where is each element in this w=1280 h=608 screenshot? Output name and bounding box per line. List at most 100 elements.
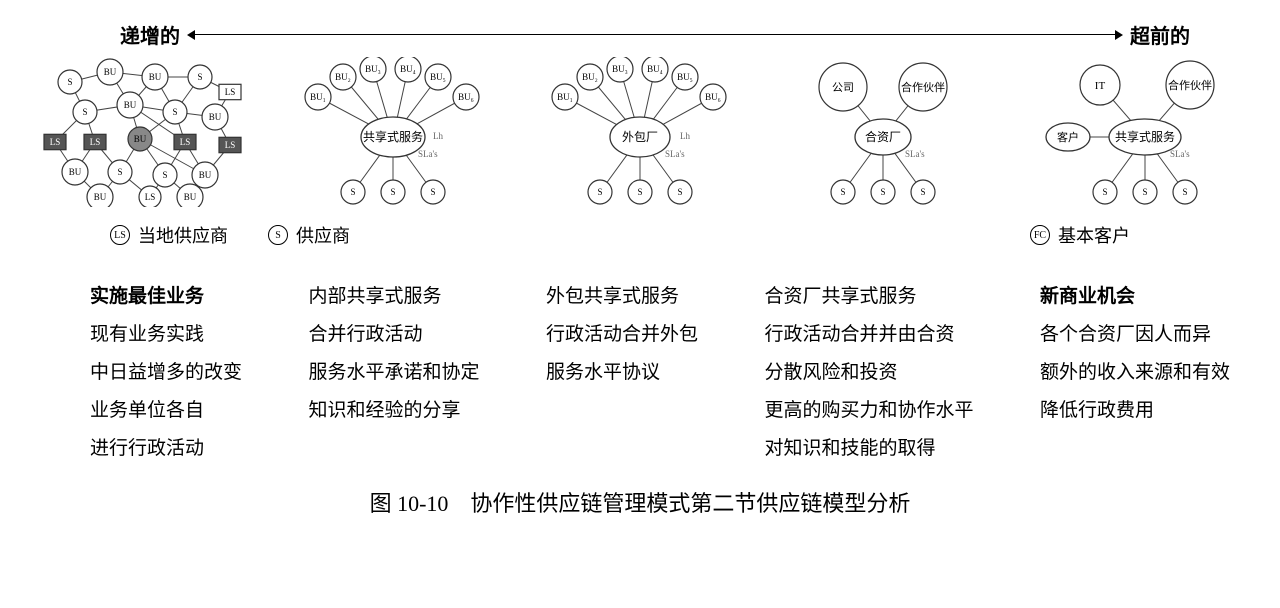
legend-row: LS 当地供应商 S 供应商 FC 基本客户 xyxy=(30,212,1250,268)
legend-ls-icon: LS xyxy=(110,225,130,245)
svg-text:S: S xyxy=(390,187,395,197)
svg-text:S: S xyxy=(67,77,72,87)
svg-text:公司: 公司 xyxy=(832,82,854,94)
svg-text:S: S xyxy=(597,187,602,197)
svg-text:S: S xyxy=(880,187,885,197)
column-line: 业务单位各自 xyxy=(90,392,242,430)
svg-text:共享式服务: 共享式服务 xyxy=(1115,129,1175,144)
svg-text:BU: BU xyxy=(104,67,117,77)
svg-text:Lh: Lh xyxy=(680,131,690,141)
spectrum-right-label: 超前的 xyxy=(1130,20,1190,49)
columns-row: 实施最佳业务现有业务实践中日益增多的改变业务单位各自进行行政活动内部共享式服务合… xyxy=(30,268,1250,468)
svg-text:S: S xyxy=(1142,187,1147,197)
column-line: 服务水平协议 xyxy=(546,354,698,392)
text-column-0: 实施最佳业务现有业务实践中日益增多的改变业务单位各自进行行政活动 xyxy=(90,278,242,468)
column-line: 分散风险和投资 xyxy=(764,354,973,392)
legend-item-s: S 供应商 xyxy=(268,222,350,248)
svg-text:S: S xyxy=(1182,187,1187,197)
svg-text:合作伙伴: 合作伙伴 xyxy=(901,80,945,94)
svg-text:LS: LS xyxy=(90,137,101,147)
spectrum-left-label: 递增的 xyxy=(120,20,180,49)
svg-text:S: S xyxy=(677,187,682,197)
column-line: 对知识和技能的取得 xyxy=(764,430,973,468)
column-line: 行政活动合并外包 xyxy=(546,316,698,354)
column-line: 更高的购买力和协作水平 xyxy=(764,392,973,430)
svg-text:BU: BU xyxy=(69,167,82,177)
legend-fc-label: 基本客户 xyxy=(1058,222,1130,248)
svg-text:S: S xyxy=(430,187,435,197)
legend-s-icon: S xyxy=(268,225,288,245)
svg-text:LS: LS xyxy=(180,137,191,147)
svg-text:BU₁: BU₁ xyxy=(310,92,326,102)
column-line: 额外的收入来源和有效 xyxy=(1040,354,1230,392)
column-line: 中日益增多的改变 xyxy=(90,354,242,392)
legend-item-fc: FC 基本客户 xyxy=(1030,222,1130,248)
legend-item-ls: LS 当地供应商 xyxy=(110,222,228,248)
svg-text:S: S xyxy=(117,167,122,177)
svg-text:合作伙伴: 合作伙伴 xyxy=(1168,78,1212,92)
column-header: 外包共享式服务 xyxy=(546,278,698,316)
svg-text:BU: BU xyxy=(124,100,137,110)
column-header: 新商业机会 xyxy=(1040,278,1230,316)
spectrum-header: 递增的 超前的 xyxy=(30,20,1250,49)
svg-text:LS: LS xyxy=(225,140,236,150)
svg-text:S: S xyxy=(920,187,925,197)
diagram-0: SBUBUSLSSBUSBULSLSBULSLSBUSSBUBULSBU xyxy=(40,57,250,207)
svg-text:LS: LS xyxy=(145,192,156,202)
column-line: 现有业务实践 xyxy=(90,316,242,354)
column-line: 知识和经验的分享 xyxy=(308,392,479,430)
svg-text:BU: BU xyxy=(209,112,222,122)
diagram-2: 外包厂BU₁BU₂BU₃BU₄BU₅BU₆SSSLhSLa's xyxy=(535,57,745,207)
column-header: 合资厂共享式服务 xyxy=(764,278,973,316)
svg-text:S: S xyxy=(82,107,87,117)
svg-text:BU₄: BU₄ xyxy=(400,64,416,74)
column-line: 合并行政活动 xyxy=(308,316,479,354)
svg-text:LS: LS xyxy=(225,87,236,97)
svg-text:BU: BU xyxy=(94,192,107,202)
svg-text:BU₆: BU₆ xyxy=(705,92,721,102)
svg-text:BU₅: BU₅ xyxy=(677,72,693,82)
svg-text:BU₁: BU₁ xyxy=(557,92,573,102)
svg-text:IT: IT xyxy=(1095,80,1106,92)
svg-text:Lh: Lh xyxy=(433,131,443,141)
column-line: 各个合资厂因人而异 xyxy=(1040,316,1230,354)
text-column-1: 内部共享式服务合并行政活动服务水平承诺和协定知识和经验的分享 xyxy=(308,278,479,468)
svg-text:BU₂: BU₂ xyxy=(582,72,598,82)
diagram-4: 共享式服务 客户 IT 合作伙伴 S S S SLa's xyxy=(1020,57,1240,207)
svg-text:LS: LS xyxy=(50,137,61,147)
svg-text:合资厂: 合资厂 xyxy=(864,129,900,144)
svg-text:S: S xyxy=(197,72,202,82)
legend-ls-label: 当地供应商 xyxy=(138,222,228,248)
svg-text:S: S xyxy=(637,187,642,197)
column-line: 行政活动合并并由合资 xyxy=(764,316,973,354)
column-line: 服务水平承诺和协定 xyxy=(308,354,479,392)
figure-caption: 图 10-10 协作性供应链管理模式第二节供应链模型分析 xyxy=(30,486,1250,518)
spectrum-arrow xyxy=(190,34,1120,36)
svg-text:BU₆: BU₆ xyxy=(458,92,474,102)
svg-text:BU: BU xyxy=(184,192,197,202)
svg-text:BU₃: BU₃ xyxy=(365,64,381,74)
svg-text:BU₂: BU₂ xyxy=(335,72,351,82)
text-column-2: 外包共享式服务行政活动合并外包服务水平协议 xyxy=(546,278,698,468)
diagram-1: 共享式服务BU₁BU₂BU₃BU₄BU₅BU₆SSSLhSLa's xyxy=(288,57,498,207)
column-line: 进行行政活动 xyxy=(90,430,242,468)
legend-fc-icon: FC xyxy=(1030,225,1050,245)
svg-text:SLa's: SLa's xyxy=(905,149,925,159)
column-line: 降低行政费用 xyxy=(1040,392,1230,430)
svg-text:BU₅: BU₅ xyxy=(430,72,446,82)
text-column-4: 新商业机会各个合资厂因人而异额外的收入来源和有效降低行政费用 xyxy=(1040,278,1230,468)
svg-text:BU₃: BU₃ xyxy=(612,64,628,74)
svg-text:BU: BU xyxy=(134,134,147,144)
svg-text:S: S xyxy=(1102,187,1107,197)
svg-text:SLa's: SLa's xyxy=(1170,149,1190,159)
svg-text:共享式服务: 共享式服务 xyxy=(362,129,422,144)
svg-text:客户: 客户 xyxy=(1057,130,1079,144)
svg-text:SLa's: SLa's xyxy=(418,149,438,159)
svg-text:外包厂: 外包厂 xyxy=(622,130,658,144)
svg-text:S: S xyxy=(172,107,177,117)
column-header: 实施最佳业务 xyxy=(90,278,242,316)
diagrams-row: SBUBUSLSSBUSBULSLSBULSLSBUSSBUBULSBU共享式服… xyxy=(30,57,1250,212)
svg-text:S: S xyxy=(162,170,167,180)
svg-text:SLa's: SLa's xyxy=(665,149,685,159)
svg-text:BU: BU xyxy=(149,72,162,82)
